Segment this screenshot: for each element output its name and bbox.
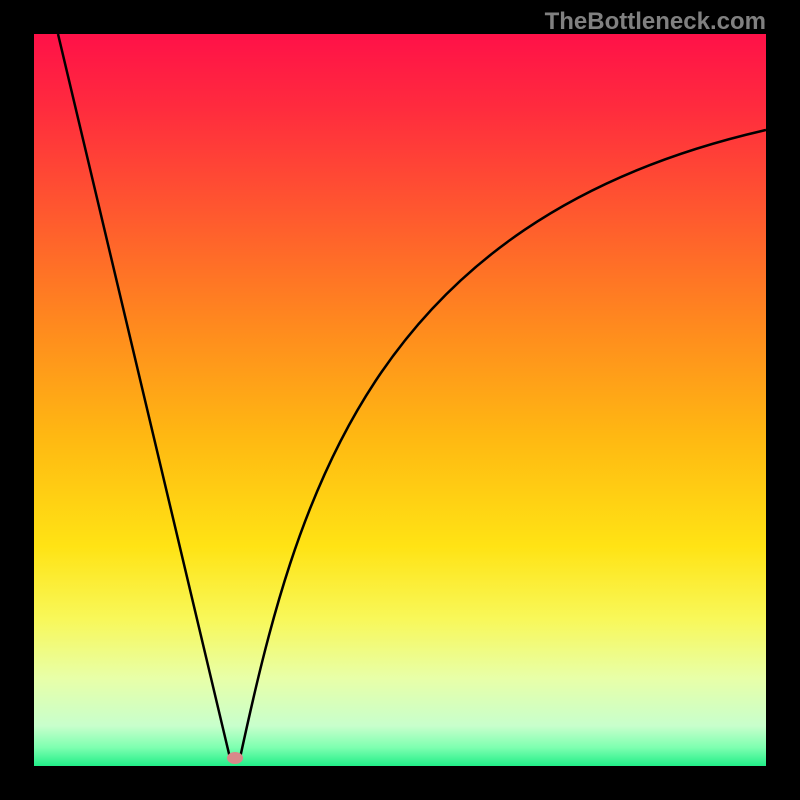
- watermark-label: TheBottleneck.com: [545, 8, 766, 36]
- curve-left-branch: [58, 34, 230, 758]
- chart-root: TheBottleneck.com: [0, 0, 800, 800]
- curve-overlay: [0, 0, 800, 800]
- curve-right-branch: [240, 130, 766, 758]
- minimum-marker: [227, 752, 243, 764]
